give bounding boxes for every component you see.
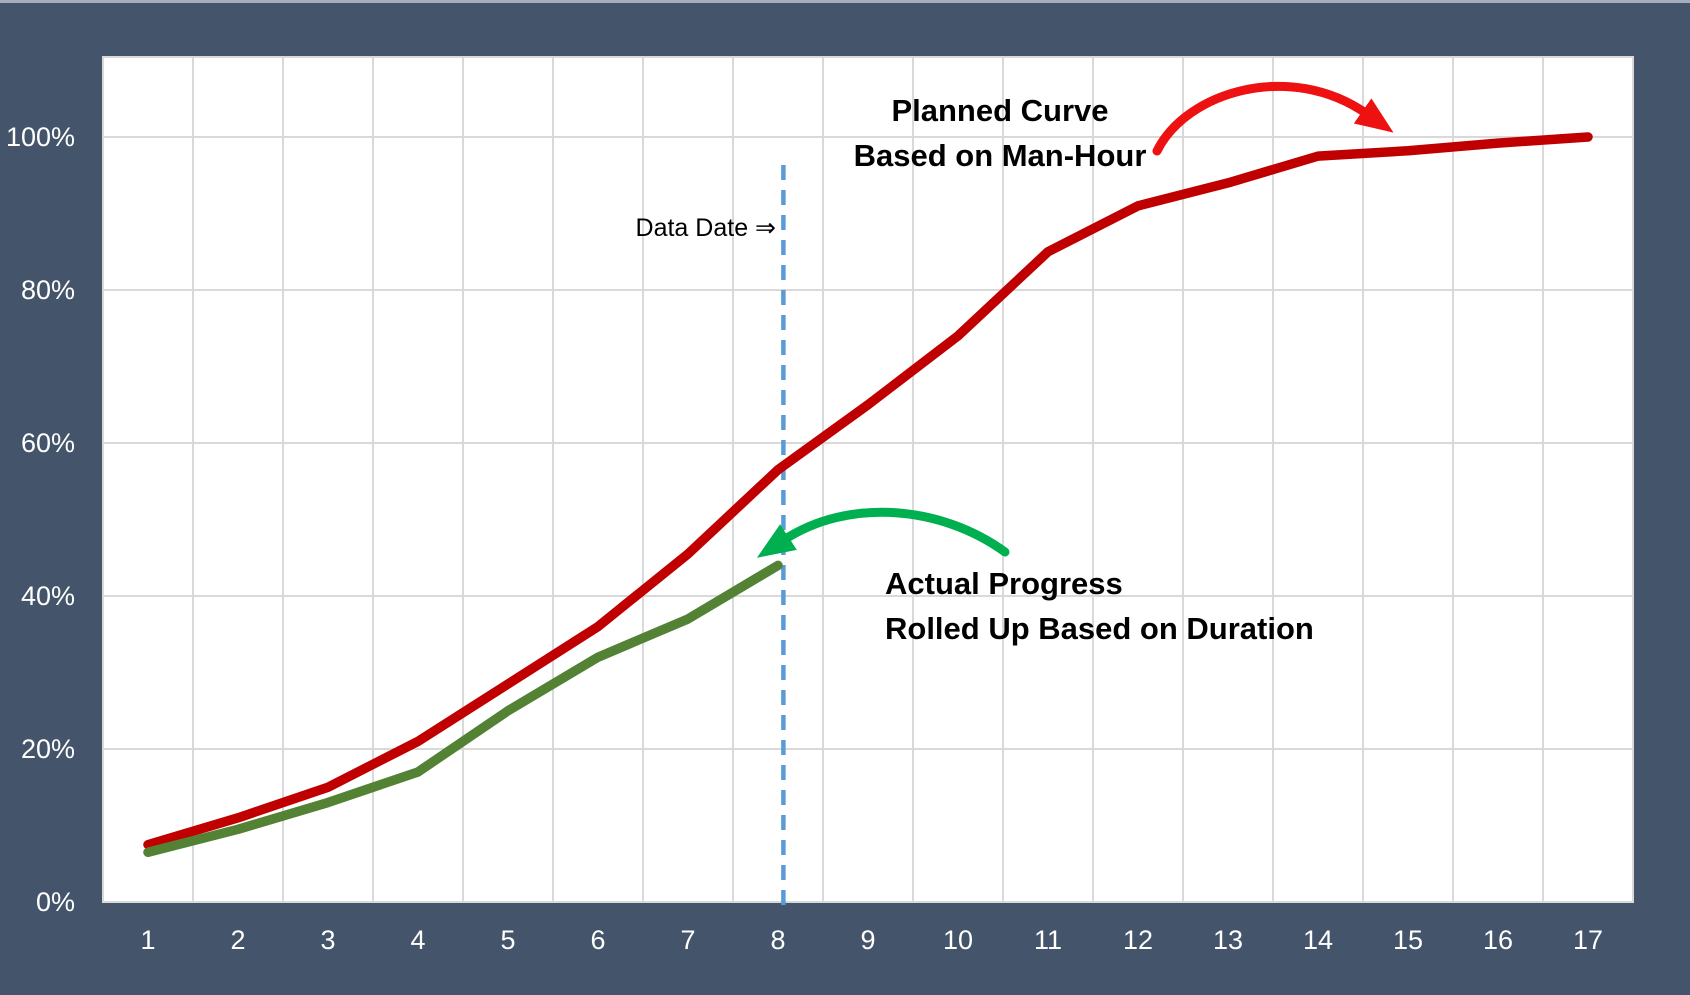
window-top-edge (0, 0, 1690, 3)
x-axis-tick-label: 16 (1483, 925, 1513, 955)
actual-annotation-line1: Actual Progress (885, 566, 1123, 601)
x-axis-tick-label: 9 (860, 925, 875, 955)
x-axis-tick-label: 7 (680, 925, 695, 955)
planned-curve-annotation: Planned Curve Based on Man-Hour (840, 88, 1160, 178)
actual-progress-annotation: Actual Progress Rolled Up Based on Durat… (885, 561, 1314, 651)
green-curved-arrow-icon (756, 507, 1010, 558)
x-axis-tick-label: 15 (1393, 925, 1423, 955)
x-axis-tick-label: 13 (1213, 925, 1243, 955)
y-axis-tick-label: 60% (21, 428, 75, 458)
plot-border (102, 56, 1634, 903)
data-date-label: Data Date ⇒ (635, 214, 776, 242)
x-axis-tick-label: 14 (1303, 925, 1333, 955)
plot-area (103, 57, 1633, 902)
x-axis-tick-label: 5 (500, 925, 515, 955)
planned-annotation-line1: Planned Curve (891, 93, 1109, 128)
x-axis-tick-label: 4 (410, 925, 425, 955)
x-axis-tick-label: 3 (320, 925, 335, 955)
x-axis-tick-label: 1 (140, 925, 155, 955)
x-axis-tick-label: 6 (590, 925, 605, 955)
x-axis-tick-label: 2 (230, 925, 245, 955)
x-axis-tick-label: 10 (943, 925, 973, 955)
y-axis-tick-label: 20% (21, 734, 75, 764)
x-axis-tick-label: 8 (770, 925, 785, 955)
actual-curve-line (143, 560, 783, 858)
y-axis-tick-label: 0% (36, 887, 75, 917)
x-axis-tick-label: 11 (1034, 925, 1062, 955)
planned-curve-line (143, 132, 1593, 850)
actual-annotation-line2: Rolled Up Based on Duration (885, 611, 1314, 646)
y-axis-tick-label: 40% (21, 581, 75, 611)
planned-annotation-line2: Based on Man-Hour (853, 138, 1147, 173)
y-axis-tick-label: 100% (6, 122, 75, 152)
x-axis-tick-label: 17 (1573, 925, 1603, 955)
red-curved-arrow-icon (1152, 81, 1394, 156)
y-axis-tick-label: 80% (21, 275, 75, 305)
x-axis-tick-label: 12 (1123, 925, 1153, 955)
